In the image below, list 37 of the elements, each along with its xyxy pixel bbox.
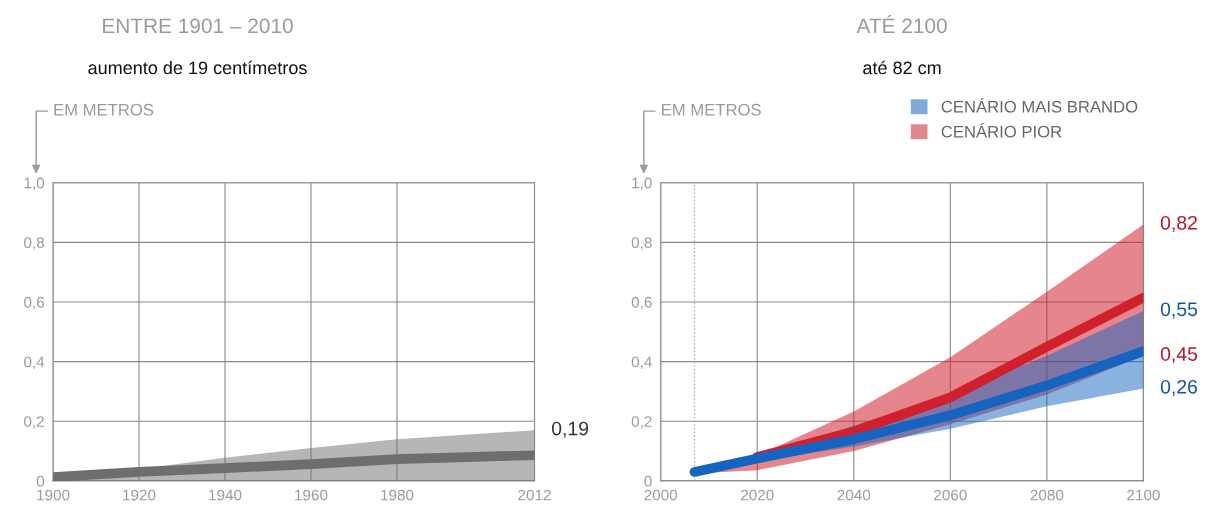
y-tick-label: 0,2 <box>631 416 652 429</box>
x-tick-label: 1960 <box>295 489 328 501</box>
y-axis-title: EM METROS <box>54 103 154 116</box>
x-tick-label: 1980 <box>381 489 414 501</box>
chart-title: ATÉ 2100 <box>856 14 947 34</box>
text: 0,19 <box>551 421 589 438</box>
y-tick-label: 1,0 <box>24 177 45 191</box>
x-tick-label: 2060 <box>934 489 967 501</box>
text: 0,82 <box>1160 215 1197 232</box>
x-tick-label: 1900 <box>37 489 70 501</box>
y-tick-label: 0,4 <box>631 356 652 370</box>
legend-label: CENÁRIO MAIS BRANDO <box>941 98 1138 113</box>
x-tick-label: 2100 <box>1127 489 1160 501</box>
text: 0,45 <box>1160 347 1198 364</box>
x-tick-label: 1940 <box>209 489 242 501</box>
x-tick-label: 2000 <box>644 489 678 501</box>
text: 0,55 <box>1160 302 1198 319</box>
x-tick-label: 2040 <box>837 489 871 501</box>
x-tick-label: 2080 <box>1030 489 1064 501</box>
y-tick-label: 0,4 <box>24 356 45 370</box>
text: 0,26 <box>1160 379 1198 396</box>
y-tick-label: 0,6 <box>631 296 652 310</box>
x-tick-label: 2012 <box>518 489 551 501</box>
chart-subtitle: até 82 cm <box>863 60 941 75</box>
y-tick-label: 0,2 <box>24 416 44 429</box>
legend-label: CENÁRIO PIOR <box>941 122 1062 138</box>
x-tick-label: 2020 <box>741 489 774 501</box>
y-tick-label: 0,8 <box>631 237 652 250</box>
chart-title: ENTRE 1901 – 2010 <box>103 18 293 34</box>
y-tick-label: 0,8 <box>24 237 45 250</box>
y-tick-label: 1,0 <box>632 177 652 191</box>
y-tick-label: 0,6 <box>24 296 45 310</box>
x-tick-label: 1920 <box>123 489 156 501</box>
y-tick-label: 0 <box>36 475 45 487</box>
y-axis-title: EM METROS <box>662 103 761 116</box>
chart-subtitle: aumento de 19 centímetros <box>88 60 307 75</box>
y-tick-label: 0 <box>644 475 652 487</box>
